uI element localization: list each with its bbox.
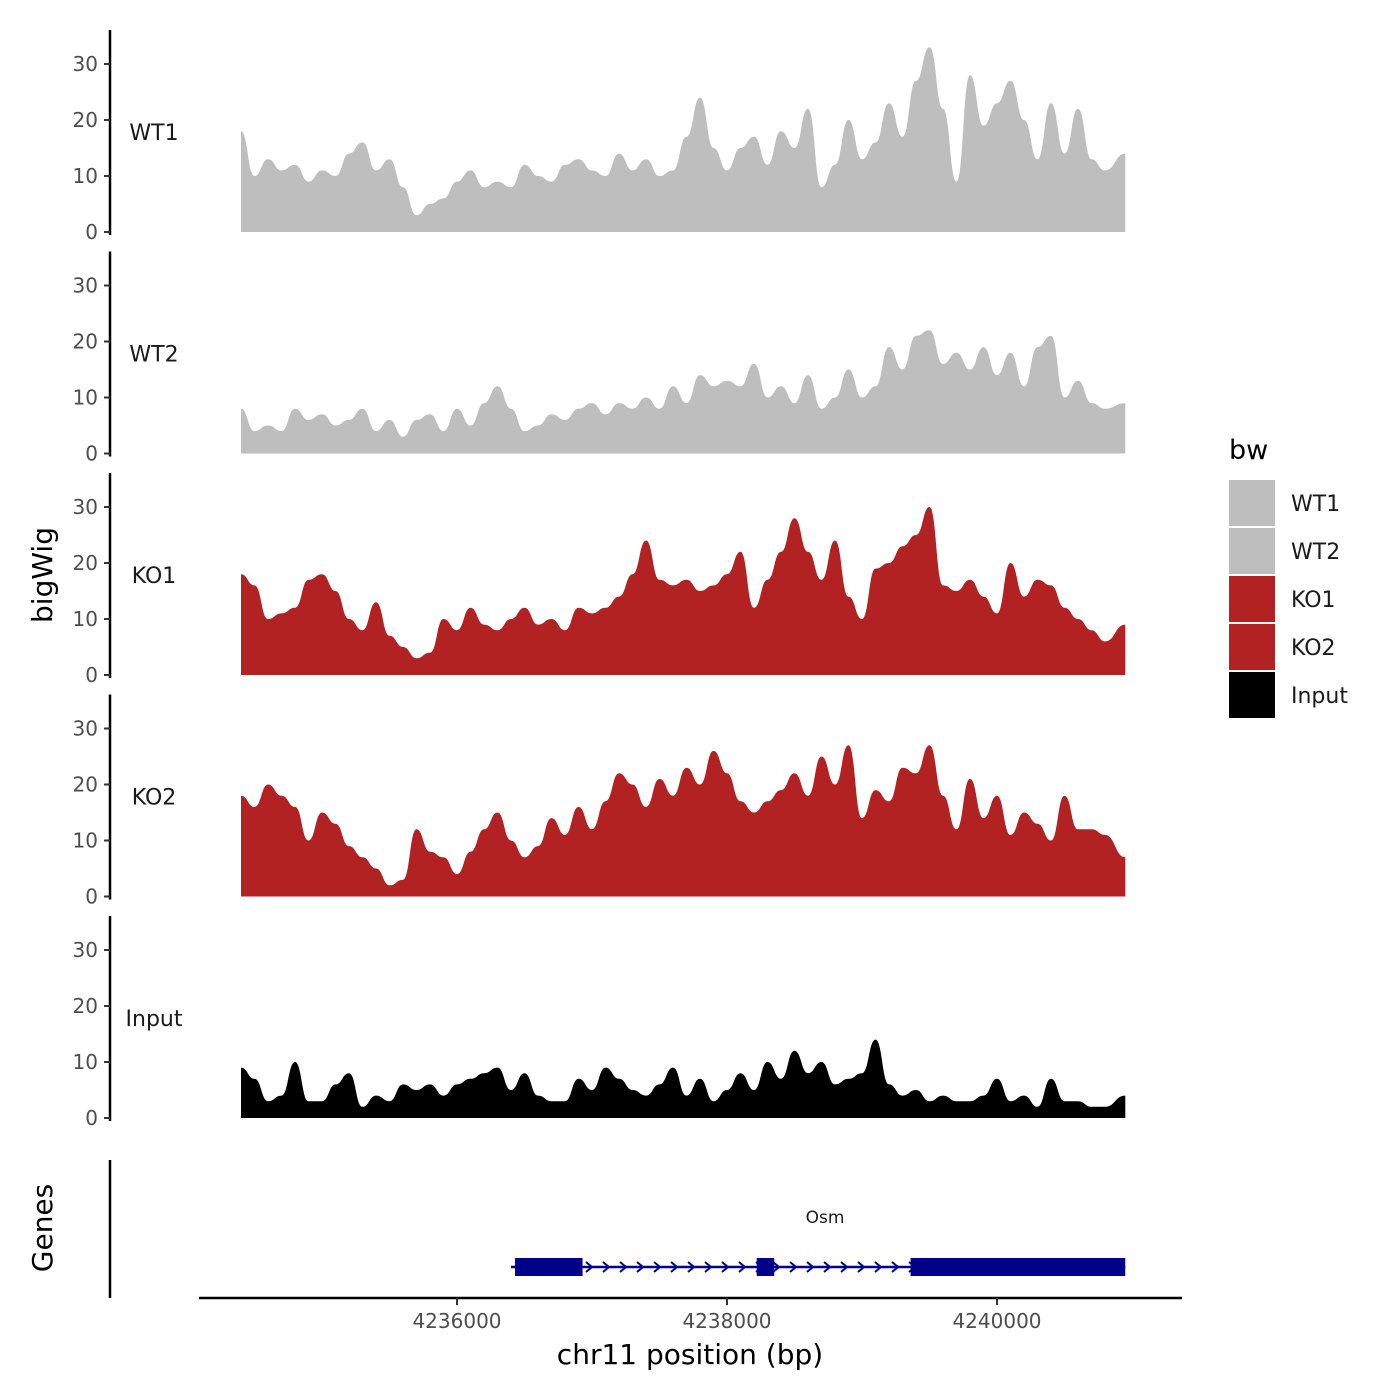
y-tick-label: 0 — [85, 220, 98, 244]
y-tick-label: 10 — [73, 1050, 98, 1074]
y-axis-title: bigWig — [26, 527, 59, 623]
legend-label-ko1: KO1 — [1291, 588, 1336, 613]
y-tick-label: 30 — [73, 495, 98, 519]
strand-chevron-icon — [636, 1261, 645, 1273]
x-axis-title: chr11 position (bp) — [557, 1338, 823, 1371]
strand-chevron-icon — [823, 1261, 832, 1273]
signal-area-ko2 — [241, 745, 1126, 897]
strand-chevron-icon — [891, 1261, 900, 1273]
legend-label-input: Input — [1291, 684, 1348, 709]
strand-chevron-icon — [619, 1261, 628, 1273]
strand-chevron-icon — [738, 1261, 747, 1273]
x-tick-label: 4240000 — [952, 1309, 1041, 1333]
x-tick-label: 4238000 — [682, 1309, 771, 1333]
y-tick-label: 10 — [73, 386, 98, 410]
track-label-wt2: WT2 — [129, 343, 178, 368]
legend: bw WT1 WT2 KO1 KO2 Input — [1229, 435, 1348, 718]
y-tick-label: 10 — [73, 607, 98, 631]
y-tick-label: 0 — [85, 442, 98, 466]
legend-label-wt1: WT1 — [1291, 492, 1340, 517]
gene-track: Osm — [108, 1160, 1126, 1298]
y-tick-label: 30 — [73, 274, 98, 298]
track-ko1: 0 10 20 30 KO1 — [73, 473, 1126, 687]
track-ko2: 0 10 20 30 KO2 — [73, 694, 1126, 909]
x-tick-label: 4236000 — [412, 1309, 501, 1333]
legend-key-ko2 — [1229, 624, 1275, 670]
signal-area-ko1 — [241, 507, 1126, 675]
strand-chevron-icon — [602, 1261, 611, 1273]
legend-key-ko1 — [1229, 576, 1275, 622]
signal-tracks: 0 10 20 30 WT1 0 10 20 30 WT2 0 10 20 30 KO1 0 10 20 30 KO2… — [73, 30, 1126, 1130]
exon-3 — [910, 1258, 1126, 1276]
exon-2 — [756, 1258, 775, 1276]
strand-chevron-icon — [687, 1261, 696, 1273]
y-tick-label: 20 — [73, 994, 98, 1018]
strand-chevron-icon — [772, 1261, 781, 1273]
signal-area-input — [241, 1039, 1126, 1118]
strand-chevron-icon — [840, 1261, 849, 1273]
legend-key-wt1 — [1229, 480, 1275, 526]
strand-chevron-icon — [789, 1261, 798, 1273]
track-input: 0 10 20 30 Input — [73, 916, 1126, 1130]
genes-axis-title: Genes — [26, 1184, 59, 1272]
strand-chevron-icon — [857, 1261, 866, 1273]
signal-area-wt2 — [241, 330, 1126, 454]
y-tick-label: 10 — [73, 164, 98, 188]
y-tick-label: 10 — [73, 829, 98, 853]
track-wt1: 0 10 20 30 WT1 — [73, 30, 1126, 244]
y-tick-label: 20 — [73, 551, 98, 575]
y-tick-label: 30 — [73, 717, 98, 741]
strand-chevron-icon — [721, 1261, 730, 1273]
y-tick-label: 20 — [73, 773, 98, 797]
y-tick-label: 0 — [85, 1106, 98, 1130]
y-tick-label: 30 — [73, 938, 98, 962]
strand-chevron-icon — [585, 1261, 594, 1273]
x-axis: 4236000 4238000 4240000 — [199, 1296, 1182, 1333]
legend-label-ko2: KO2 — [1291, 636, 1336, 661]
track-label-wt1: WT1 — [129, 121, 178, 146]
y-tick-label: 20 — [73, 108, 98, 132]
y-tick-label: 30 — [73, 52, 98, 76]
y-tick-label: 0 — [85, 885, 98, 909]
legend-label-wt2: WT2 — [1291, 540, 1340, 565]
exon-1 — [515, 1258, 583, 1276]
strand-chevron-icon — [653, 1261, 662, 1273]
strand-chevron-icon — [670, 1261, 679, 1273]
y-tick-label: 20 — [73, 330, 98, 354]
track-label-input: Input — [126, 1007, 183, 1032]
track-label-ko1: KO1 — [132, 564, 177, 589]
strand-chevron-icon — [704, 1261, 713, 1273]
legend-title: bw — [1229, 435, 1268, 466]
strand-chevron-icon — [806, 1261, 815, 1273]
track-label-ko2: KO2 — [132, 786, 177, 811]
y-tick-label: 0 — [85, 663, 98, 687]
legend-key-wt2 — [1229, 528, 1275, 574]
signal-area-wt1 — [241, 47, 1126, 233]
strand-chevron-icon — [874, 1261, 883, 1273]
track-wt2: 0 10 20 30 WT2 — [73, 251, 1126, 466]
gene-name-label: Osm — [806, 1208, 845, 1228]
legend-key-input — [1229, 672, 1275, 718]
